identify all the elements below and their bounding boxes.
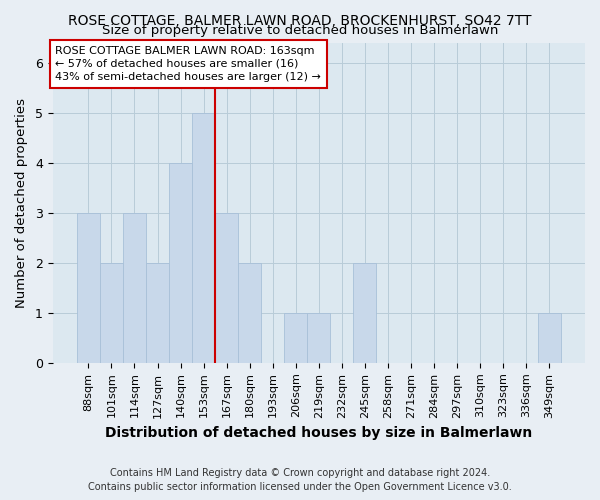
Text: ROSE COTTAGE BALMER LAWN ROAD: 163sqm
← 57% of detached houses are smaller (16)
: ROSE COTTAGE BALMER LAWN ROAD: 163sqm ← … [55,46,321,82]
Bar [215,212,238,363]
Bar [284,313,307,363]
Bar [100,262,123,363]
Bar [192,112,215,363]
Bar [353,262,376,363]
Text: ROSE COTTAGE, BALMER LAWN ROAD, BROCKENHURST, SO42 7TT: ROSE COTTAGE, BALMER LAWN ROAD, BROCKENH… [68,14,532,28]
Text: Contains HM Land Registry data © Crown copyright and database right 2024.
Contai: Contains HM Land Registry data © Crown c… [88,468,512,492]
Bar [146,262,169,363]
Y-axis label: Number of detached properties: Number of detached properties [15,98,28,308]
Bar [538,313,561,363]
Bar [238,262,261,363]
Bar [77,212,100,363]
Bar [307,313,331,363]
Text: Size of property relative to detached houses in Balmerlawn: Size of property relative to detached ho… [102,24,498,37]
Bar [169,162,192,363]
Bar [123,212,146,363]
X-axis label: Distribution of detached houses by size in Balmerlawn: Distribution of detached houses by size … [105,426,532,440]
